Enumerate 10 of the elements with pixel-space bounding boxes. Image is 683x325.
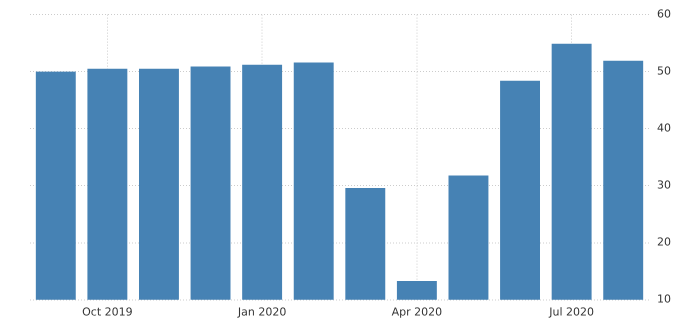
x-tick-label: Apr 2020 (392, 305, 442, 318)
y-tick-label: 50 (657, 64, 672, 78)
x-tick-label: Oct 2019 (82, 305, 133, 318)
x-tick-label: Jul 2020 (548, 305, 594, 318)
y-tick-label: 40 (657, 122, 672, 135)
y-tick-label: 60 (657, 7, 672, 20)
y-tick-label: 10 (657, 292, 672, 306)
x-tick-label: Jan 2020 (236, 305, 286, 318)
y-tick-label: 30 (657, 178, 672, 192)
y-tick-label: 20 (657, 236, 672, 249)
